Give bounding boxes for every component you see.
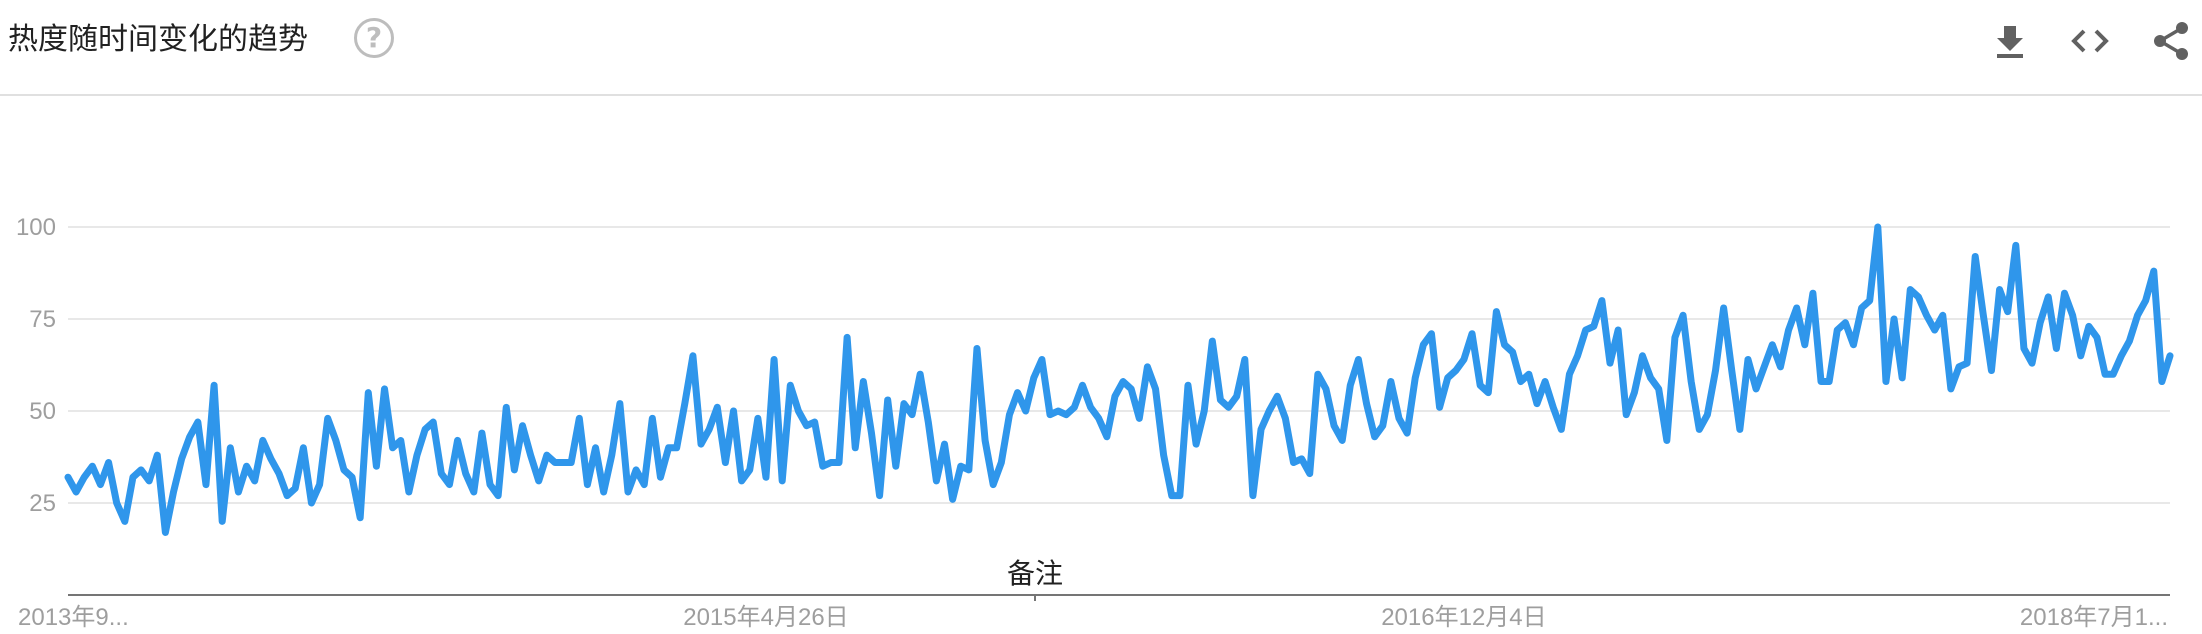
gridlines bbox=[68, 226, 2170, 504]
download-icon[interactable] bbox=[1987, 18, 2033, 64]
y-tick-label: 25 bbox=[29, 490, 56, 517]
y-tick-label: 50 bbox=[29, 398, 56, 425]
download-icon-glyph bbox=[1997, 26, 2023, 58]
x-tick-label: 2016年12月4日 bbox=[1381, 604, 1546, 631]
x-tick-label: 2013年9... bbox=[18, 604, 129, 631]
x-tick-label: 2018年7月1... bbox=[2020, 604, 2168, 631]
embed-code-icon-glyph bbox=[2071, 29, 2109, 53]
y-tick-label: 75 bbox=[29, 306, 56, 333]
x-tick-label: 2015年4月26日 bbox=[683, 604, 848, 631]
trend-chart: 25 50 75 100 备注 2013年9... 2015年4月26日 2016年12月… bbox=[16, 214, 2174, 631]
y-axis-ticks: 25 50 75 100 bbox=[16, 214, 56, 517]
share-icon[interactable] bbox=[2148, 18, 2194, 64]
y-tick-label: 100 bbox=[16, 214, 56, 241]
annotation-label[interactable]: 备注 bbox=[1007, 557, 1063, 590]
series-line[interactable] bbox=[64, 223, 2174, 536]
help-icon[interactable]: ? bbox=[354, 18, 394, 58]
embed-code-icon[interactable] bbox=[2067, 18, 2113, 64]
chart-header: 热度随时间变化的趋势 ? bbox=[0, 0, 2202, 96]
share-icon-glyph bbox=[2154, 22, 2188, 60]
x-axis-ticks: 2013年9... 2015年4月26日 2016年12月4日 2018年7月1... bbox=[18, 604, 2168, 631]
chart-title: 热度随时间变化的趋势 bbox=[8, 22, 308, 57]
